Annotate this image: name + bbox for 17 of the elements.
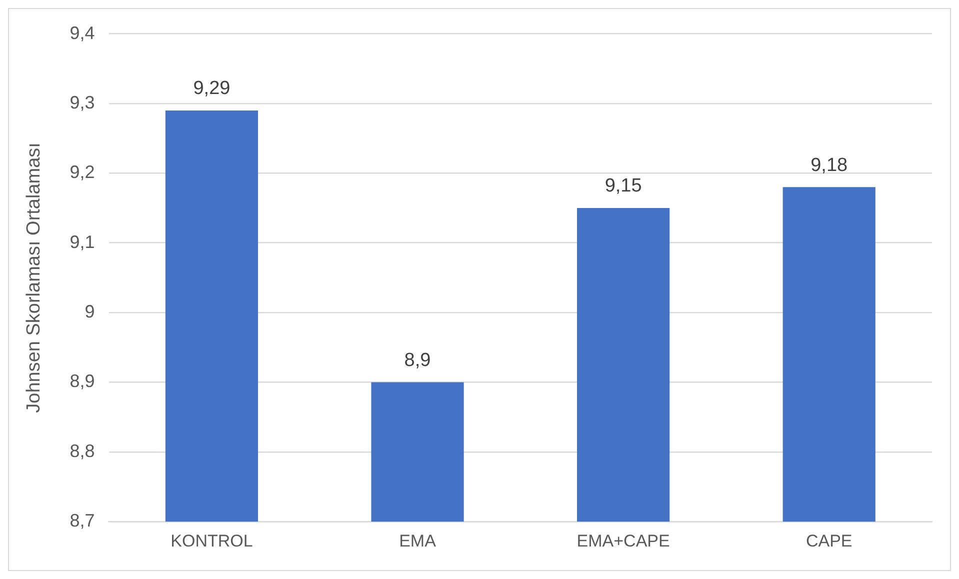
y-tick-label: 9,1 (70, 232, 95, 252)
data-label: 9,15 (604, 176, 642, 197)
y-tick-label: 9 (84, 302, 95, 322)
x-tick-label: KONTROL (170, 531, 253, 550)
y-axis-title: Johnsen Skorlaması Ortalaması (24, 142, 45, 413)
y-tick-label: 9,2 (70, 162, 95, 182)
x-tick-label: EMA+CAPE (576, 531, 670, 550)
y-tick-label: 9,3 (70, 92, 95, 112)
y-tick-label: 8,8 (70, 440, 95, 461)
data-label: 9,18 (810, 154, 848, 176)
y-tick-label: 9,4 (70, 22, 95, 43)
data-label: 8,9 (404, 350, 431, 371)
x-tick-label: EMA (399, 531, 437, 550)
y-tick-label: 8,7 (70, 510, 95, 531)
data-label: 9,29 (193, 78, 230, 100)
y-tick-label: 8,9 (70, 371, 95, 392)
x-tick-label: CAPE (806, 531, 852, 550)
